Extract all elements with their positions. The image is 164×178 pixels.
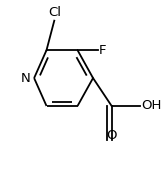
Text: Cl: Cl: [48, 6, 61, 19]
Text: OH: OH: [141, 100, 162, 112]
Text: O: O: [106, 129, 117, 142]
Text: N: N: [20, 72, 30, 85]
Text: F: F: [99, 44, 107, 57]
